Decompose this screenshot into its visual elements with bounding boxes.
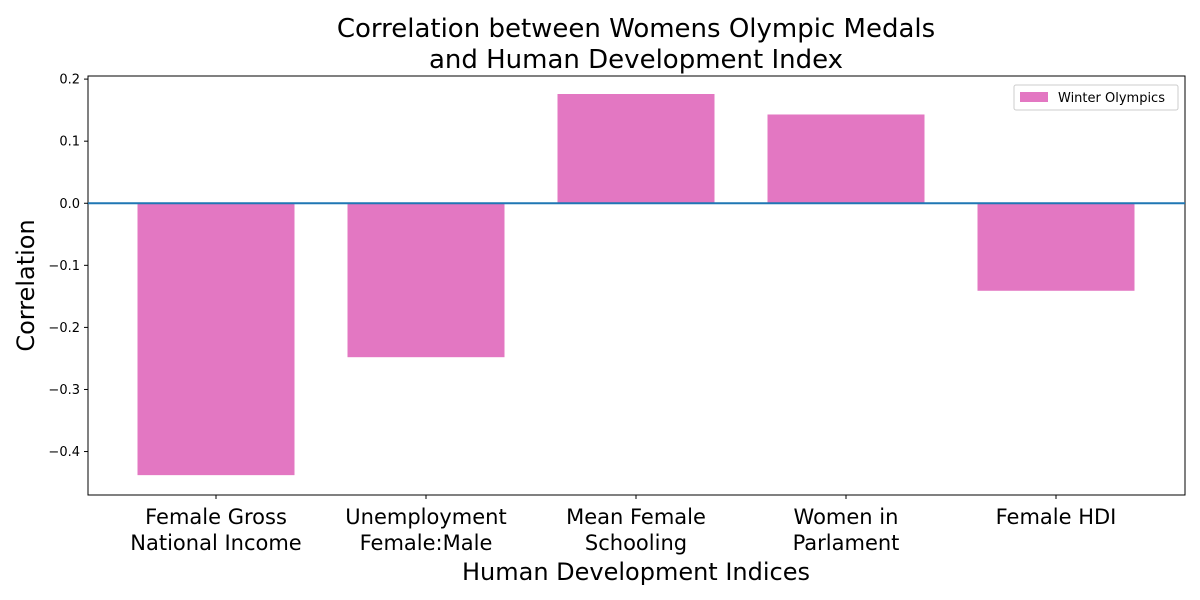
y-tick-label: 0.0 bbox=[59, 197, 80, 212]
x-tick-label: Female HDI bbox=[996, 505, 1117, 529]
x-tick-label: Schooling bbox=[585, 531, 687, 555]
bars bbox=[137, 94, 1135, 476]
x-tick-label: Parlament bbox=[793, 531, 900, 555]
chart-title: Correlation between Womens Olympic Medal… bbox=[337, 14, 935, 75]
chart-title-line-1: Correlation between Womens Olympic Medal… bbox=[337, 14, 935, 44]
legend-box bbox=[1013, 84, 1179, 111]
x-tick-label: Female:Male bbox=[360, 531, 493, 555]
y-axis-label: Correlation bbox=[12, 219, 40, 351]
bar-4 bbox=[767, 114, 925, 204]
bar-1 bbox=[137, 203, 295, 476]
y-axis: −0.4 −0.3 −0.2 −0.1 0.0 0.1 0.2 Correlation bbox=[12, 73, 88, 460]
y-tick-label: −0.3 bbox=[48, 383, 80, 398]
x-tick-label: Female Gross bbox=[145, 505, 287, 529]
bar-5 bbox=[977, 203, 1135, 291]
y-tick-label: 0.2 bbox=[59, 73, 80, 88]
legend-label: Winter Olympics bbox=[1058, 91, 1165, 106]
bar-2 bbox=[347, 203, 505, 358]
x-tick-label: Women in bbox=[794, 505, 899, 529]
x-axis-label: Human Development Indices bbox=[462, 558, 810, 586]
x-tick-label: Mean Female bbox=[566, 505, 706, 529]
x-tick-label: Unemployment bbox=[345, 505, 506, 529]
y-tick-label: −0.4 bbox=[48, 445, 80, 460]
y-tick-label: −0.2 bbox=[48, 321, 80, 336]
bar-3 bbox=[557, 94, 715, 204]
x-tick-label: National Income bbox=[130, 531, 301, 555]
legend: Winter Olympics bbox=[1013, 84, 1179, 111]
chart-title-line-2: and Human Development Index bbox=[429, 45, 843, 75]
legend-swatch bbox=[1020, 92, 1048, 102]
y-tick-label: −0.1 bbox=[48, 259, 80, 274]
y-tick-label: 0.1 bbox=[59, 135, 80, 150]
